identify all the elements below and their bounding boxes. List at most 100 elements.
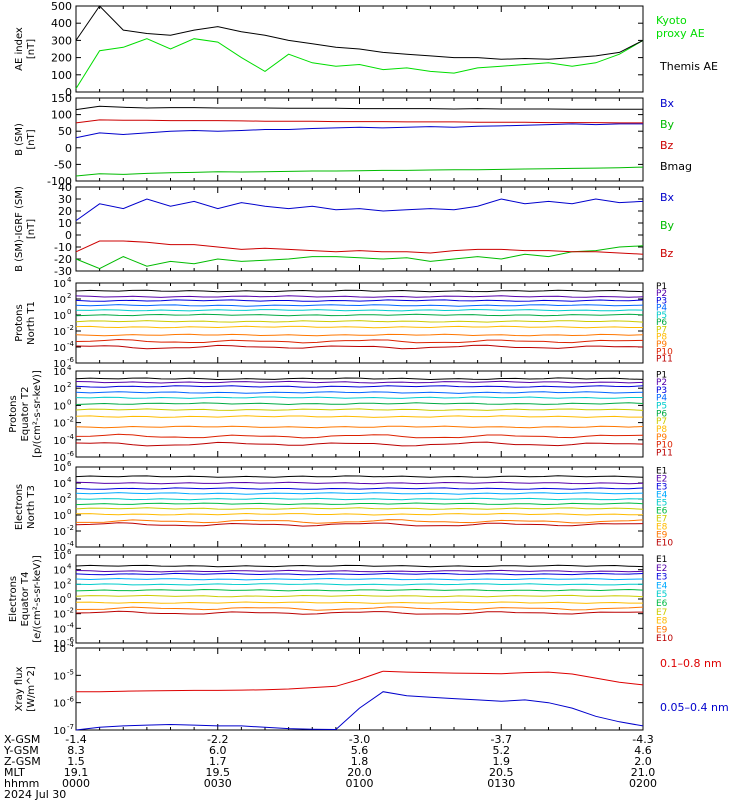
y-axis-label: [p/(cm²-s-sr-keV)]	[32, 370, 43, 458]
ephemeris-value: -3.0	[349, 733, 370, 746]
y-tick-exponent: -4	[67, 540, 75, 548]
series-line-2-0	[75, 198, 644, 222]
flux-channel-line-4-2	[75, 385, 644, 388]
legend-themis: Themis AE	[659, 60, 718, 73]
y-tick-label: 10	[53, 543, 66, 554]
channel-label: P7	[656, 417, 667, 427]
legend-xray-long: 0.1–0.8 nm	[660, 657, 722, 670]
flux-channel-line-5-4	[75, 497, 644, 501]
ephemeris-value: 0200	[629, 777, 657, 790]
y-tick-label: 0	[65, 86, 72, 99]
y-tick-exponent: -2	[67, 607, 74, 615]
y-tick-label: 10	[53, 479, 66, 490]
ephemeris-value: 6.0	[209, 744, 227, 757]
channel-label: E4	[656, 490, 668, 500]
y-tick-label: -50	[54, 158, 72, 171]
y-axis-label: [nT]	[26, 219, 37, 239]
flux-channel-line-6-7	[75, 601, 643, 604]
y-tick-exponent: 4	[67, 364, 72, 372]
y-axis-label: B (SM)	[14, 123, 25, 156]
channel-label: P3	[656, 386, 667, 396]
channel-label: E4	[656, 581, 668, 591]
y-axis-label: Xray flux	[14, 667, 25, 712]
channel-label: E1	[656, 555, 667, 565]
y-tick-label: 20	[58, 205, 72, 218]
flux-channel-line-3-0	[75, 289, 644, 293]
channel-label: E6	[656, 599, 668, 609]
ephemeris-value: 5.6	[351, 744, 369, 757]
flux-channel-line-4-6	[75, 408, 644, 411]
channel-label: E10	[656, 634, 673, 644]
flux-channel-line-3-9	[75, 338, 644, 344]
y-tick-label: 0	[65, 142, 72, 155]
y-tick-label: 100	[51, 69, 72, 82]
legend-b-bz: Bz	[660, 139, 674, 152]
flux-channel-line-5-8	[76, 519, 644, 524]
legend-b-by: By	[660, 118, 675, 131]
y-axis-label: Electrons	[8, 576, 19, 622]
ephemeris-row-label: Y-GSM	[3, 744, 39, 757]
ephemeris-value: 20.5	[489, 766, 514, 779]
channel-label: P7	[656, 325, 667, 335]
y-tick-label: 10	[53, 384, 66, 395]
channel-label: E1	[656, 466, 667, 476]
ephemeris-value: 2.0	[634, 755, 652, 768]
y-tick-label: 10	[53, 367, 66, 378]
flux-channel-line-5-2	[75, 487, 644, 490]
y-tick-exponent: -6	[67, 696, 75, 704]
y-tick-label: 300	[51, 34, 72, 47]
channel-label: P4	[656, 304, 667, 314]
ephemeris-value: -1.4	[65, 733, 86, 746]
y-tick-label: -100	[47, 175, 72, 188]
channel-label: E9	[656, 625, 668, 635]
flux-channel-line-6-9	[75, 610, 644, 615]
legend-bigrf-by: By	[660, 219, 675, 232]
y-tick-exponent: -6	[67, 356, 75, 364]
y-tick-exponent: 4	[67, 563, 72, 571]
channel-label: E3	[656, 573, 667, 583]
channel-label: P1	[656, 282, 667, 292]
flux-channel-line-6-0	[75, 564, 644, 568]
flux-channel-line-5-3	[75, 492, 644, 495]
y-tick-label: 10	[53, 644, 66, 655]
channel-label: P9	[656, 340, 667, 350]
y-tick-label: 500	[51, 0, 72, 13]
channel-label: E7	[656, 608, 667, 618]
y-tick-exponent: -4	[67, 340, 75, 348]
flux-channel-line-6-8	[75, 606, 644, 611]
channel-label: P2	[656, 289, 667, 299]
y-tick-label: 40	[58, 181, 72, 194]
series-line-2-1	[75, 245, 644, 270]
legend-b-bmag: Bmag	[660, 160, 692, 173]
channel-label: P4	[656, 394, 667, 404]
y-tick-exponent: -4	[67, 621, 75, 629]
y-tick-exponent: 0	[67, 398, 71, 406]
channel-label: E9	[656, 530, 668, 540]
ephemeris-value: 4.6	[634, 744, 652, 757]
ephemeris-value: 19.5	[206, 766, 231, 779]
y-axis-label: [nT]	[26, 39, 37, 59]
y-tick-exponent: 4	[67, 276, 72, 284]
channel-label: P11	[656, 448, 673, 458]
legend-bigrf-bx: Bx	[660, 191, 675, 204]
series-line-2-2	[75, 240, 644, 255]
legend-b-bx: Bx	[660, 97, 675, 110]
y-tick-exponent: 0	[67, 308, 71, 316]
y-tick-label: 10	[53, 463, 66, 474]
flux-channel-line-5-9	[75, 522, 644, 527]
y-axis-label: Electrons	[14, 484, 25, 530]
y-tick-exponent: 2	[67, 577, 71, 585]
y-tick-label: 10	[58, 217, 72, 230]
series-line-7-0	[76, 670, 644, 693]
channel-label: P8	[656, 425, 667, 435]
ephemeris-value: -3.7	[491, 733, 512, 746]
y-axis-label: [W/m^2]	[26, 666, 37, 712]
series-line-0-1	[75, 5, 644, 60]
flux-channel-line-5-1	[75, 481, 644, 485]
series-line-1-1	[75, 166, 644, 177]
flux-channel-line-4-10	[75, 441, 644, 447]
y-tick-label: 10	[53, 595, 66, 606]
y-tick-exponent: 2	[67, 381, 71, 389]
y-tick-label: 10	[53, 511, 66, 522]
